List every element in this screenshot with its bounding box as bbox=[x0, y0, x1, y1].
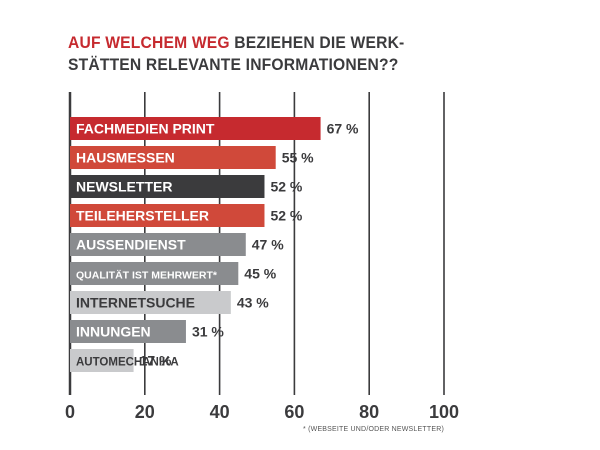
x-tick-label-60: 60 bbox=[284, 402, 304, 422]
bar-8 bbox=[70, 349, 134, 372]
value-label-6: 43 % bbox=[237, 295, 269, 311]
x-tick-label-40: 40 bbox=[210, 402, 230, 422]
bar-2 bbox=[70, 175, 265, 198]
title-line-2: STÄTTEN RELEVANTE INFORMATIONEN?? bbox=[68, 55, 399, 74]
value-label-8: 17 % bbox=[140, 353, 172, 369]
x-tick-label-80: 80 bbox=[359, 402, 379, 422]
value-label-3: 52 % bbox=[270, 208, 302, 224]
bar-0 bbox=[70, 117, 321, 140]
x-tick-label-0: 0 bbox=[65, 402, 75, 422]
bar-label-1: HAUSMESSEN bbox=[76, 150, 175, 166]
bar-label-6: INTERNETSUCHE bbox=[76, 295, 195, 311]
value-label-1: 55 % bbox=[282, 150, 314, 166]
bar-label-4: AUSSENDIENST bbox=[76, 237, 186, 253]
bars: FACHMEDIEN PRINT 67 % HAUSMESSEN 55 % NEWSLE… bbox=[70, 117, 359, 372]
x-axis-ticks: 0 20 40 60 80 100 bbox=[65, 402, 459, 422]
value-label-5: 45 % bbox=[244, 266, 276, 282]
bar-1 bbox=[70, 146, 276, 169]
bar-3 bbox=[70, 204, 265, 227]
x-tick-label-100: 100 bbox=[429, 402, 459, 422]
bar-5 bbox=[70, 262, 239, 285]
value-label-0: 67 % bbox=[327, 121, 359, 137]
bar-7 bbox=[70, 320, 186, 343]
bar-label-2: NEWSLETTER bbox=[76, 179, 172, 195]
title-accent: AUF WELCHEM WEG bbox=[68, 33, 230, 52]
value-label-4: 47 % bbox=[252, 237, 284, 253]
title-rest: BEZIEHEN DIE WERK- bbox=[234, 33, 405, 52]
value-label-7: 31 % bbox=[192, 324, 224, 340]
bar-label-7: INNUNGEN bbox=[76, 324, 151, 340]
bar-label-5: QUALITÄT IST MEHRWERT* bbox=[76, 269, 218, 282]
bar-4 bbox=[70, 233, 246, 256]
value-label-2: 52 % bbox=[270, 179, 302, 195]
footnote: * (WEBSEITE UND/ODER NEWSLETTER) bbox=[303, 426, 444, 433]
bar-label-0: FACHMEDIEN PRINT bbox=[76, 121, 215, 137]
bar-label-3: TEILEHERSTELLER bbox=[76, 208, 209, 224]
x-tick-label-20: 20 bbox=[135, 402, 155, 422]
bar-6 bbox=[70, 291, 231, 314]
bar-label-8: AUTOMECHANIKA bbox=[76, 357, 179, 369]
chart-title: AUF WELCHEM WEG BEZIEHEN DIE WERK- STÄTTE… bbox=[68, 32, 454, 76]
